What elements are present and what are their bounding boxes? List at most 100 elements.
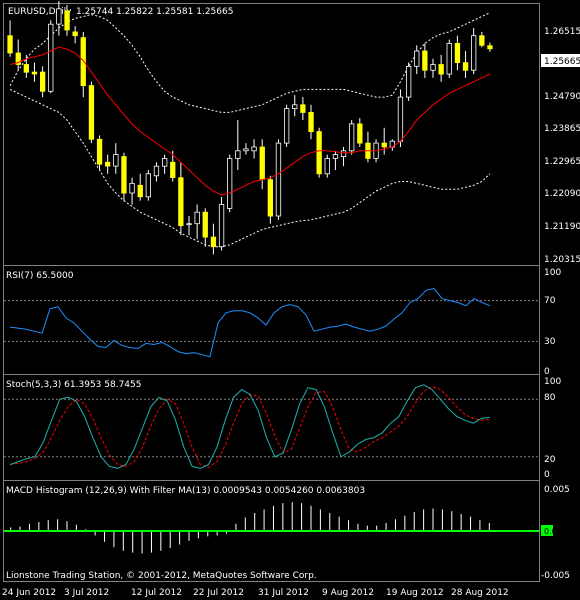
ohlc-label: 1.25744 1.25822 1.25581 1.25665 — [76, 7, 233, 17]
candle-body — [446, 43, 452, 75]
candle-body — [235, 150, 241, 159]
candle-body — [137, 184, 143, 198]
candle-body — [251, 146, 257, 152]
rsi-line — [9, 287, 491, 358]
date-label: 24 Jun 2012 — [2, 588, 56, 598]
candle-body — [64, 10, 70, 31]
candle-body — [31, 71, 38, 75]
candle-body — [186, 223, 192, 226]
candle-body — [170, 161, 176, 179]
price-axis: 1.26515 1.24790 1.23865 1.22965 1.22090 … — [544, 27, 580, 265]
macd-tick: -0.005 — [541, 571, 570, 581]
price-series — [7, 1, 493, 255]
stoch-tick: 100 — [544, 377, 561, 387]
moving-average-line — [9, 46, 491, 196]
rsi-tick: 0 — [544, 367, 550, 377]
candle-body — [210, 236, 217, 248]
date-label: 9 Aug 2012 — [322, 588, 374, 598]
candle-body — [178, 177, 184, 227]
date-label: 12 Jul 2012 — [131, 588, 182, 598]
time-axis: 24 Jun 2012 3 Jul 2012 12 Jul 2012 22 Ju… — [2, 588, 509, 598]
macd-tick: 0.005 — [544, 485, 570, 495]
candle-body — [292, 104, 298, 110]
candle-body — [308, 112, 314, 133]
symbol-label: EURUSD,Daily — [8, 7, 72, 17]
current-price-tag — [541, 54, 580, 67]
candle-body — [105, 161, 111, 167]
macd-zero-tag — [541, 525, 553, 536]
rsi-series — [4, 287, 539, 358]
candle-body — [48, 23, 54, 92]
candle-body — [218, 204, 225, 248]
candle-body — [145, 173, 152, 198]
lower-bollinger-band — [9, 88, 491, 248]
rsi-tick: 100 — [544, 268, 561, 278]
candle-body — [259, 146, 265, 180]
stoch-tick: 20 — [544, 455, 556, 465]
date-label: 3 Jul 2012 — [64, 588, 109, 598]
macd-series — [4, 502, 539, 554]
price-tick: 1.22965 — [544, 157, 580, 167]
stoch-main-line — [9, 384, 490, 469]
candle-body — [113, 154, 119, 167]
date-label: 31 Jul 2012 — [258, 588, 309, 598]
price-tick: 1.21190 — [544, 222, 580, 232]
date-label: 22 Jul 2012 — [193, 588, 244, 598]
stoch-axis: 100 80 20 0 — [544, 377, 561, 480]
candle-body — [202, 211, 208, 238]
candle-body — [300, 104, 306, 113]
candle-body — [153, 165, 160, 177]
candle-body — [121, 156, 127, 194]
price-tick: 1.26515 — [544, 27, 580, 37]
upper-bollinger-band — [9, 12, 491, 113]
candle-body — [40, 71, 46, 92]
candle-body — [80, 37, 86, 86]
candle-body — [430, 64, 436, 71]
candle-body — [96, 138, 103, 165]
candle-body — [56, 8, 62, 25]
candle-body — [283, 108, 290, 144]
candle-body — [226, 158, 233, 209]
rsi-axis: 100 70 30 0 — [544, 268, 561, 377]
candle-body — [422, 50, 428, 71]
stoch-tick: 80 — [544, 393, 556, 403]
stoch-label: Stoch(5,3,3) 61.3953 58.7455 — [6, 380, 141, 390]
candle-body — [381, 142, 387, 148]
candle-body — [487, 45, 493, 50]
candle-body — [88, 85, 95, 140]
price-tick: 1.24790 — [544, 92, 580, 102]
candle-body — [414, 50, 420, 67]
candle-body — [479, 35, 485, 46]
macd-tick: 0.00 — [544, 527, 562, 536]
candle-body — [316, 131, 322, 175]
candle-body — [454, 43, 461, 64]
rsi-tick: 30 — [544, 337, 556, 347]
candle-body — [275, 142, 282, 217]
stoch-tick: 0 — [544, 470, 550, 480]
candle-body — [129, 182, 135, 194]
candle-body — [15, 52, 21, 65]
rsi-label: RSI(7) 65.5000 — [6, 271, 74, 281]
candle-body — [243, 148, 249, 152]
macd-panel[interactable] — [3, 480, 540, 582]
price-tick: 1.22090 — [544, 189, 580, 199]
candle-body — [462, 62, 469, 71]
footer-copyright: Lionstone Trading Station, © 2001-2012, … — [6, 571, 317, 581]
date-label: 28 Aug 2012 — [451, 588, 509, 598]
candle-body — [332, 154, 339, 159]
price-tick: 1.20315 — [544, 255, 580, 265]
candle-body — [405, 66, 412, 98]
candle-body — [72, 31, 78, 37]
price-tick: 1.23865 — [544, 124, 580, 134]
candle-body — [348, 123, 355, 152]
candle-body — [357, 123, 363, 144]
candle-body — [324, 158, 330, 175]
stoch-series — [4, 384, 539, 469]
candle-body — [23, 64, 30, 73]
rsi-tick: 70 — [544, 296, 556, 306]
candle-body — [340, 150, 347, 158]
candle-body — [470, 35, 477, 71]
candle-body — [7, 35, 13, 54]
